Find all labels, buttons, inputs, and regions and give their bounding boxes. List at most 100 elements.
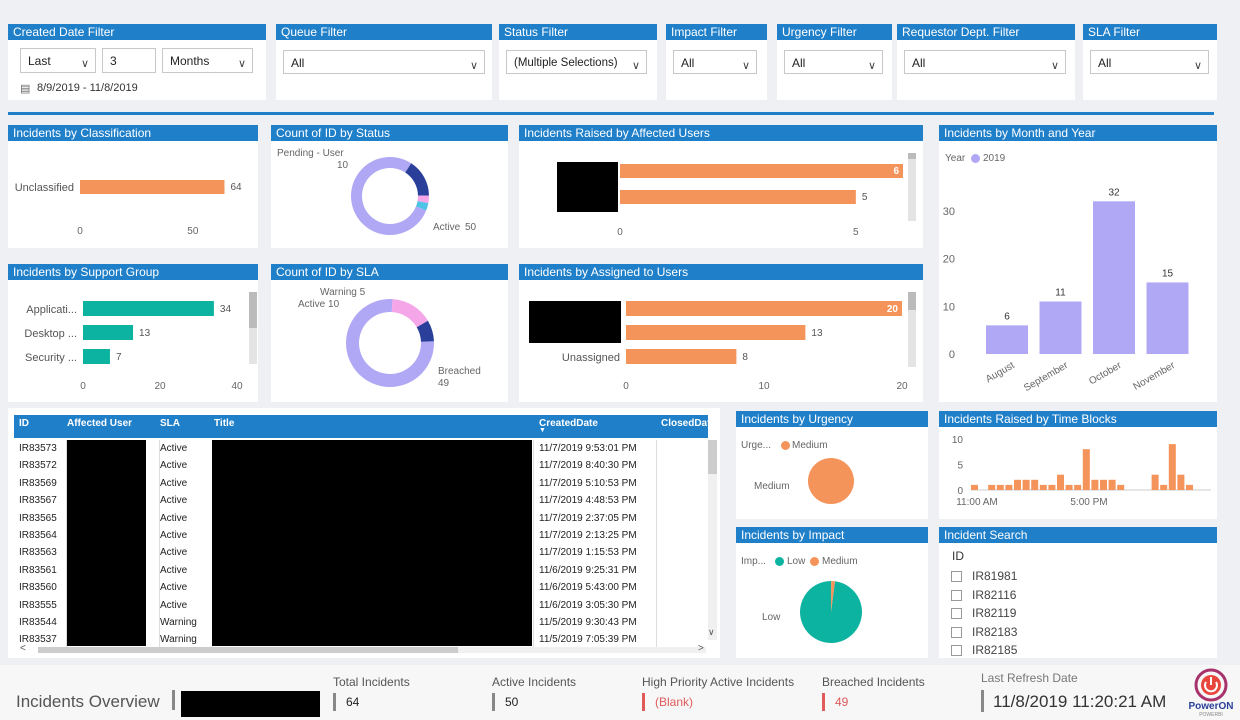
chevron-down-icon: ∨ xyxy=(1193,60,1202,72)
bar xyxy=(626,301,902,316)
refresh-label: Last Refresh Date xyxy=(981,671,1078,685)
bar xyxy=(1160,484,1168,490)
incidents-by-month-year: Incidents by Month and Year Year 2019 0 1… xyxy=(939,125,1217,402)
urgency-dropdown[interactable]: All ∨ xyxy=(784,50,883,74)
scroll-down-icon[interactable]: ∨ xyxy=(708,627,715,637)
horizontal-scrollbar[interactable] xyxy=(38,647,706,653)
data-label: 49 xyxy=(438,378,450,389)
unit-dropdown[interactable]: Months ∨ xyxy=(162,48,253,73)
impact-dropdown[interactable]: All ∨ xyxy=(673,50,757,74)
power-icon xyxy=(1194,668,1228,702)
column-separator xyxy=(533,492,534,510)
column-separator xyxy=(656,509,657,527)
bar xyxy=(1065,484,1073,490)
bar xyxy=(1100,479,1107,490)
col-header[interactable]: ClosedDat xyxy=(661,418,711,429)
bar xyxy=(971,484,978,490)
checkbox[interactable] xyxy=(951,645,962,656)
bar xyxy=(626,325,806,340)
checkbox[interactable] xyxy=(951,571,962,582)
chart-title: Incidents by Urgency xyxy=(736,411,928,427)
status-dropdown[interactable]: (Multiple Selections) ∨ xyxy=(506,50,647,74)
sla-dropdown[interactable]: All ∨ xyxy=(1090,50,1209,74)
column-separator xyxy=(66,544,67,562)
bar xyxy=(83,301,214,316)
requestor-dept-filter: Requestor Dept. Filter All ∨ xyxy=(897,24,1075,100)
requestor-dept-dropdown[interactable]: All ∨ xyxy=(904,50,1066,74)
table-cell: 11/7/2019 8:40:30 PM xyxy=(539,460,637,472)
col-header[interactable]: Affected User xyxy=(67,418,133,429)
legend-dot xyxy=(775,557,784,566)
status-filter: Status Filter (Multiple Selections) ∨ xyxy=(499,24,657,100)
data-label: Active 10 xyxy=(298,299,340,310)
incidents-by-assigned-users: Incidents by Assigned to Users 20 13 8 Unas… xyxy=(519,264,923,402)
table-cell: IR83561 xyxy=(19,564,57,576)
scroll-left-icon[interactable]: < xyxy=(20,643,26,654)
bar xyxy=(1039,301,1082,354)
tick-label: 10 xyxy=(758,381,770,392)
column-separator xyxy=(656,544,657,562)
tick-label: 20 xyxy=(154,381,166,392)
scroll-right-icon[interactable]: > xyxy=(698,643,704,654)
checkbox[interactable] xyxy=(951,626,962,638)
column-separator xyxy=(533,474,534,493)
checkbox[interactable] xyxy=(951,589,962,601)
kpi-value: 49 xyxy=(822,693,848,711)
chevron-down-icon: ∨ xyxy=(1050,60,1059,72)
incidents-by-support-group: Incidents by Support Group 34 Applicati..… xyxy=(8,264,258,402)
bar xyxy=(80,180,225,194)
col-header[interactable]: SLA xyxy=(160,418,180,429)
legend-title: Urge... xyxy=(741,440,772,451)
bar xyxy=(1082,449,1090,490)
column-separator xyxy=(533,579,534,597)
category-label: Applicati... xyxy=(26,304,77,316)
table-cell: 11/5/2019 7:05:39 PM xyxy=(539,634,637,646)
chart-title: Incidents by Impact xyxy=(736,527,928,543)
count-input[interactable]: 3 xyxy=(102,48,156,73)
filter-title: Queue Filter xyxy=(276,24,492,40)
data-label: 6 xyxy=(1004,311,1010,322)
bar xyxy=(988,484,996,490)
legend-title: Imp... xyxy=(741,556,767,567)
column-separator xyxy=(66,579,67,597)
filter-title: Urgency Filter xyxy=(777,24,892,40)
scrollbar[interactable] xyxy=(249,292,257,364)
category-label: Unassigned xyxy=(562,352,620,364)
scrollbar[interactable] xyxy=(908,292,916,367)
bar xyxy=(1177,474,1185,490)
vertical-scrollbar[interactable] xyxy=(708,440,717,640)
data-label: 7 xyxy=(116,352,122,363)
search-item-label: IR82183 xyxy=(972,624,1018,639)
bar xyxy=(1048,484,1056,490)
chart-title: Count of ID by Status xyxy=(271,125,508,141)
incidents-by-classification: Incidents by Classification 64 Unclassifi… xyxy=(8,125,258,248)
queue-dropdown[interactable]: All ∨ xyxy=(283,50,485,74)
bar xyxy=(996,484,1004,490)
title-separator xyxy=(172,690,175,710)
chart-title: Incidents Raised by Affected Users xyxy=(519,125,923,141)
search-item-label: IR82119 xyxy=(972,606,1017,620)
table-cell: Active xyxy=(160,547,188,559)
col-header[interactable]: Title xyxy=(214,418,235,429)
chevron-down-icon: ∨ xyxy=(469,60,478,72)
col-header[interactable]: CreatedDate xyxy=(539,418,598,429)
bar xyxy=(1031,479,1039,490)
kpi-label: High Priority Active Incidents xyxy=(642,675,795,689)
column-separator xyxy=(66,457,67,475)
calendar-icon[interactable]: ▤ xyxy=(20,83,31,95)
category-label: Security ... xyxy=(25,352,77,364)
data-label: 15 xyxy=(1162,268,1174,279)
tick-label: 5:00 PM xyxy=(1070,497,1107,508)
period-dropdown[interactable]: Last ∨ xyxy=(20,48,96,73)
legend-label: Low xyxy=(787,556,806,567)
sort-icon[interactable]: ▼ xyxy=(539,427,546,434)
table-cell: 11/7/2019 4:48:53 PM xyxy=(539,495,637,507)
checkbox[interactable] xyxy=(951,608,962,619)
bar xyxy=(986,325,1028,354)
column-separator xyxy=(656,579,657,597)
scrollbar[interactable] xyxy=(908,153,916,221)
incidents-by-impact: Incidents by Impact Imp... Low Medium Lo… xyxy=(736,527,928,658)
queue-filter: Queue Filter All ∨ xyxy=(276,24,492,100)
col-header[interactable]: ID xyxy=(19,418,29,429)
data-label: Warning 5 xyxy=(320,287,366,298)
